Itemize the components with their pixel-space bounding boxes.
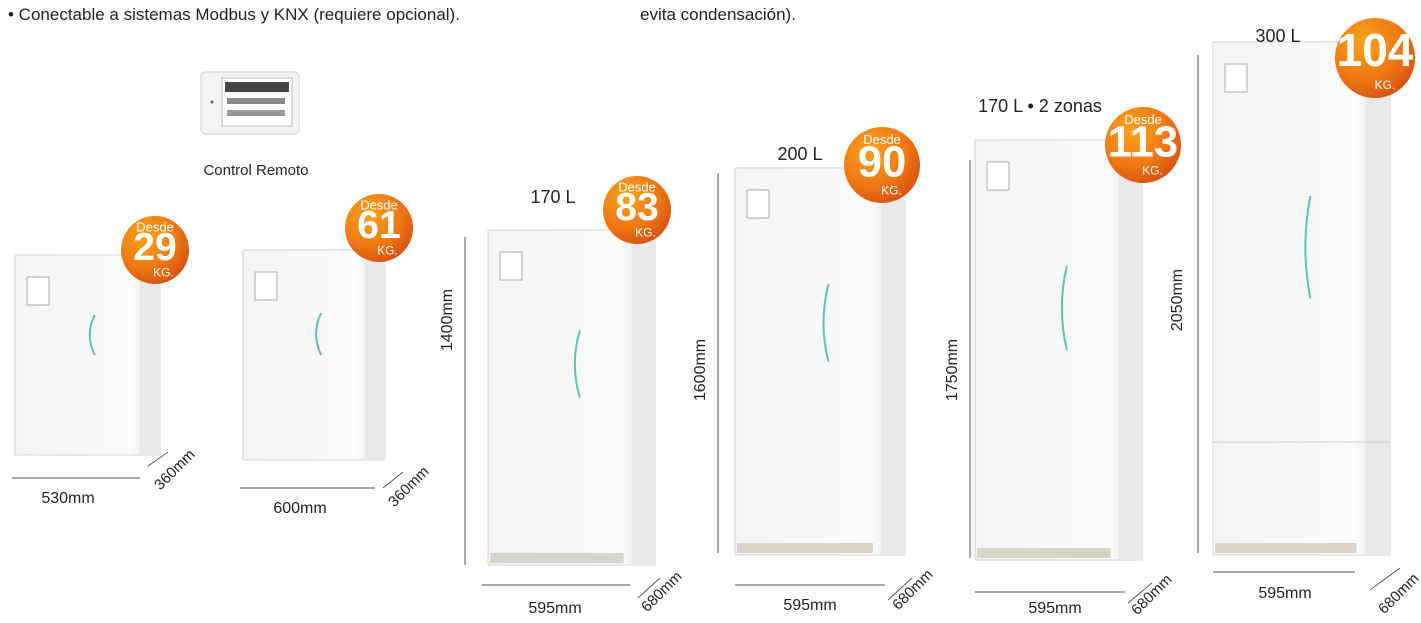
capacity-label: 300 L (1255, 26, 1300, 46)
heat-pump-unit (243, 250, 385, 460)
unit-side (1119, 144, 1142, 560)
heat-pump-unit (975, 140, 1142, 560)
unit-side (1365, 46, 1390, 555)
height-label: 2050mm (1169, 269, 1186, 331)
heat-pump-unit (1213, 42, 1390, 555)
unit-body (975, 140, 1142, 560)
panel (500, 252, 522, 280)
header-bullet: • Conectable a sistemas Modbus y KNX (re… (8, 5, 460, 24)
badge-weight: 83 (615, 186, 658, 229)
height-label: 1750mm (944, 339, 961, 401)
panel (747, 190, 769, 218)
header-note: evita condensación). (640, 5, 796, 24)
unit-base (1215, 543, 1357, 553)
depth-label: 680mm (1375, 570, 1421, 617)
unit-base (977, 548, 1111, 558)
unit-side (140, 259, 160, 455)
unit-side (881, 172, 905, 555)
remote-label: Control Remoto (203, 162, 308, 179)
height-label: 1400mm (439, 289, 456, 351)
height-label: 1600mm (692, 339, 709, 401)
badge-weight: 113 (1108, 117, 1178, 166)
unit-side (365, 254, 385, 460)
remote-control (201, 72, 299, 134)
heat-pump-unit (735, 168, 905, 555)
badge-unit: KG. (153, 266, 174, 280)
width-label: 595mm (783, 597, 836, 614)
width-label: 530mm (41, 490, 94, 507)
width-label: 595mm (528, 600, 581, 617)
badge-unit: KG. (635, 226, 656, 240)
depth-label: 360mm (385, 463, 432, 510)
badge-unit: KG. (377, 244, 398, 258)
unit-side (632, 234, 655, 565)
panel (255, 272, 277, 300)
capacity-label: 170 L • 2 zonas (978, 96, 1102, 116)
badge-weight: 29 (133, 226, 176, 269)
width-label: 600mm (273, 500, 326, 517)
badge-weight: 61 (357, 204, 400, 247)
panel (1225, 64, 1247, 92)
width-label: 595mm (1028, 600, 1081, 617)
unit-base (737, 543, 873, 553)
badge-weight: 104 (1337, 24, 1414, 76)
brochure: • Conectable a sistemas Modbus y KNX (re… (0, 0, 1421, 618)
unit-base (490, 553, 624, 563)
capacity-label: 170 L (530, 187, 575, 207)
depth-label: 680mm (1128, 571, 1175, 618)
heat-pump-unit (488, 230, 655, 565)
width-label: 595mm (1258, 585, 1311, 602)
heat-pump-unit (15, 255, 160, 455)
badge-unit: KG. (881, 184, 902, 198)
unit-body (735, 168, 905, 555)
panel (27, 277, 49, 305)
badge-unit: KG. (1375, 78, 1396, 92)
badge-unit: KG. (1142, 164, 1163, 178)
capacity-label: 200 L (777, 144, 822, 164)
badge-weight: 90 (858, 137, 907, 186)
depth-label: 680mm (889, 566, 936, 613)
unit-body (1213, 42, 1390, 555)
panel (987, 162, 1009, 190)
